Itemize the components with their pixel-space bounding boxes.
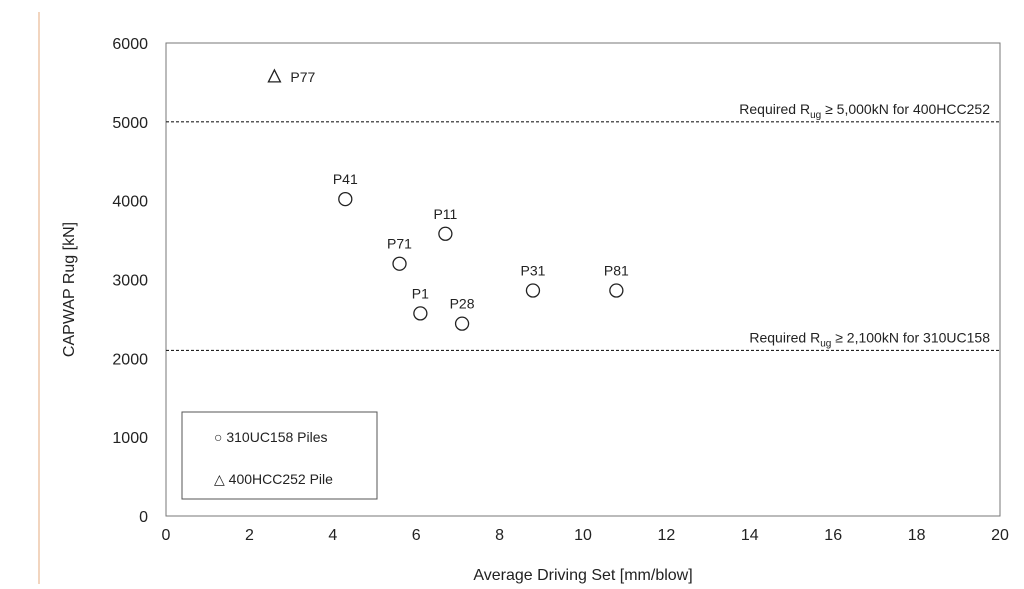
data-point-P71 xyxy=(392,256,407,271)
reference-line-label: Required Rug ≥ 5,000kN for 400HCC252 xyxy=(739,101,990,121)
left-divider-line xyxy=(38,12,40,584)
point-label-P31: P31 xyxy=(520,263,545,279)
data-point-P1 xyxy=(413,306,428,321)
x-tick-label: 16 xyxy=(824,527,842,544)
y-tick-label: 5000 xyxy=(112,115,148,132)
plot-area-frame xyxy=(165,42,1001,517)
x-tick-label: 0 xyxy=(162,527,171,544)
data-point-P41 xyxy=(338,191,353,207)
y-axis-title: CAPWAP Rug [kN] xyxy=(61,222,78,357)
x-tick-label: 14 xyxy=(741,527,759,544)
data-point-P31 xyxy=(525,283,541,298)
data-point-P11 xyxy=(438,226,453,241)
y-tick-label: 2000 xyxy=(112,351,148,368)
point-label-P41: P41 xyxy=(333,171,358,187)
x-tick-label: 20 xyxy=(991,527,1009,544)
point-label-P81: P81 xyxy=(604,263,629,279)
y-tick-label: 0 xyxy=(139,509,148,526)
point-label-P1: P1 xyxy=(412,285,429,301)
legend: ○ 310UC158 Piles △ 400HCC252 Pile xyxy=(181,411,378,500)
legend-item: ○ 310UC158 Piles xyxy=(214,429,328,445)
x-axis-title: Average Driving Set [mm/blow] xyxy=(473,567,692,584)
point-label-P11: P11 xyxy=(433,206,457,222)
x-tick-label: 12 xyxy=(658,527,676,544)
point-label-P77: P77 xyxy=(290,69,315,85)
data-point-P77 xyxy=(267,68,282,83)
x-tick-label: 2 xyxy=(245,527,254,544)
x-tick-label: 8 xyxy=(495,527,504,544)
data-point-P28 xyxy=(454,316,470,331)
x-tick-label: 18 xyxy=(908,527,926,544)
y-tick-label: 1000 xyxy=(112,430,148,447)
point-label-P71: P71 xyxy=(387,236,412,252)
point-label-P28: P28 xyxy=(450,296,475,312)
y-tick-label: 4000 xyxy=(112,194,148,211)
legend-item: △ 400HCC252 Pile xyxy=(214,471,333,487)
y-tick-label: 6000 xyxy=(112,36,148,53)
x-tick-label: 10 xyxy=(574,527,592,544)
data-point-P81 xyxy=(609,283,624,298)
reference-line-label: Required Rug ≥ 2,100kN for 310UC158 xyxy=(749,329,990,349)
x-tick-label: 4 xyxy=(328,527,337,544)
y-tick-label: 3000 xyxy=(112,273,148,290)
x-tick-label: 6 xyxy=(412,527,421,544)
